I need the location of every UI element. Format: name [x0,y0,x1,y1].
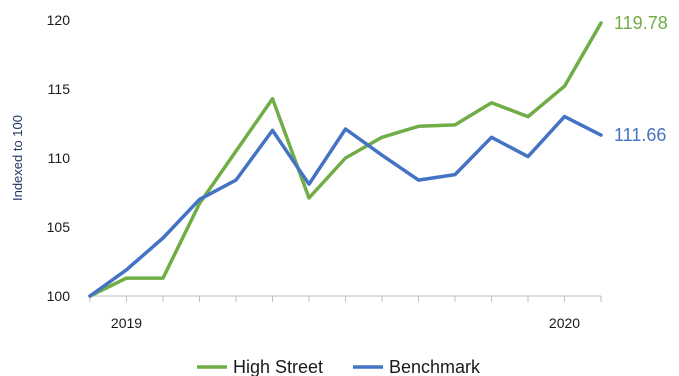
x-tick-label: 2020 [549,315,580,331]
y-axis-label: Indexed to 100 [10,115,25,201]
y-tick-label: 115 [48,81,71,97]
y-tick-label: 110 [48,150,71,166]
y-tick-label: 100 [47,288,71,304]
axes: 100 105 110 115 120 2019 2020 [47,12,602,331]
series-line-benchmark [88,114,603,298]
y-tick-label: 120 [47,12,71,28]
series-layer: 119.78 111.66 [88,13,668,298]
legend-label: Benchmark [389,357,481,376]
series-line-high-street [88,21,603,298]
end-value-label: 111.66 [614,125,666,145]
legend: High Street Benchmark [197,357,481,376]
legend-label: High Street [233,357,323,376]
x-tick-label: 2019 [111,315,142,331]
y-tick-label: 105 [47,219,71,235]
end-value-label: 119.78 [614,13,668,33]
